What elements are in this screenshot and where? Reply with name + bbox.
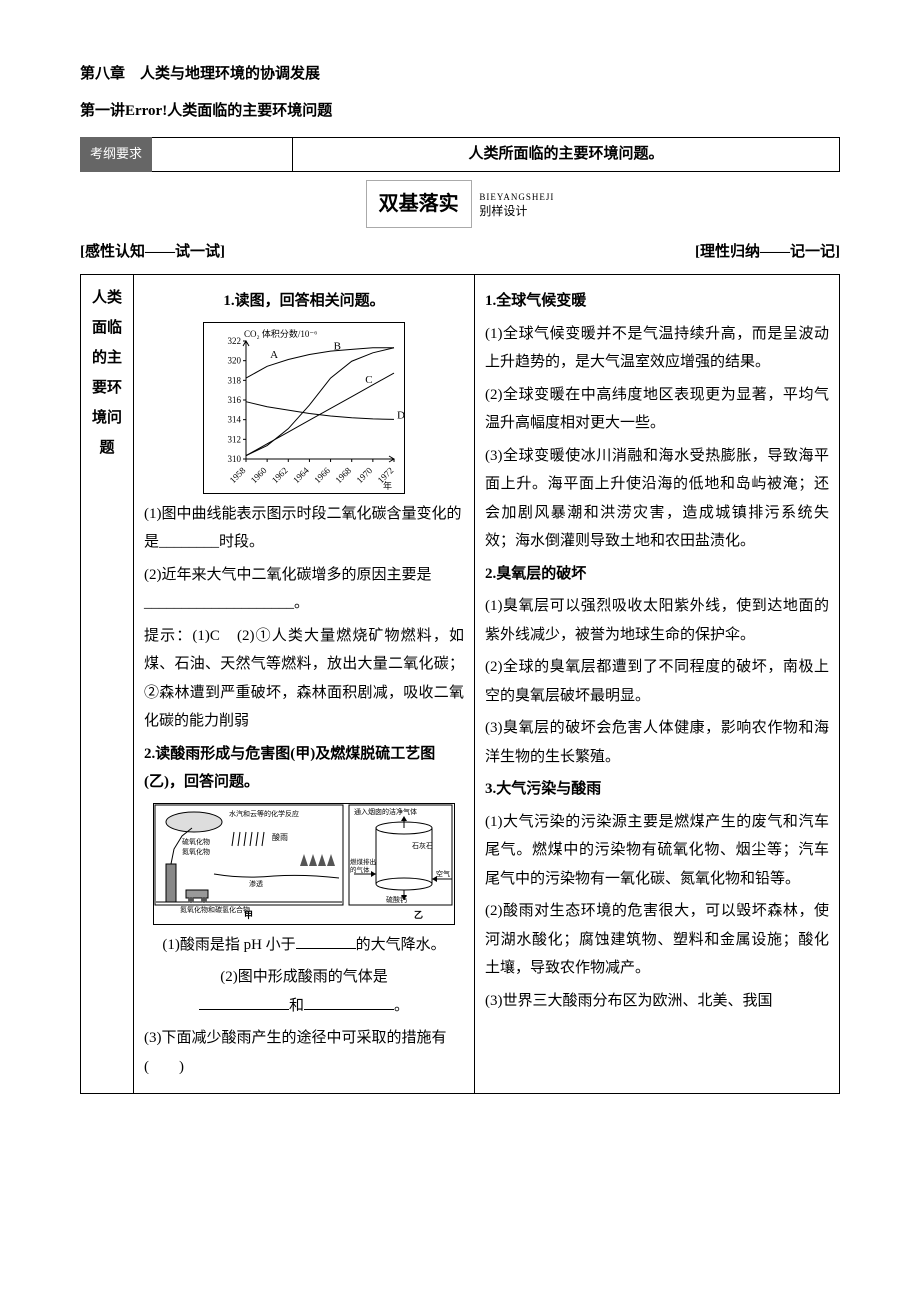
column-headers: [感性认知——试一试] [理性归纳——记一记] [80, 238, 840, 267]
q2-1: (1)酸雨是指 pH 小于 的大气降水。 [144, 931, 464, 960]
r-p1b: (2)全球变暖在中高纬度地区表现更为显著，平均气温升高幅度相对更大一些。 [485, 381, 829, 438]
q2-title: 2.读酸雨形成与危害图(甲)及燃煤脱硫工艺图(乙)，回答问题。 [144, 740, 464, 797]
acid-rain-diagram: 水汽和云等的化学反应硫氧化物氮氧化物 酸雨渗透氮氧化物和碳氢化合物甲 通入烟囱的洁净… [153, 803, 455, 925]
section-title: 第一讲Error!人类面临的主要环境问题 [80, 97, 840, 126]
svg-text:年: 年 [383, 480, 392, 491]
svg-text:316: 316 [228, 395, 242, 405]
left-col-header: [感性认知——试一试] [80, 238, 225, 267]
svg-text:B: B [334, 340, 341, 352]
svg-text:1968: 1968 [333, 464, 353, 484]
q2-2c: 。 [394, 998, 409, 1014]
svg-text:通入烟囱的洁净气体: 通入烟囱的洁净气体 [354, 807, 417, 816]
q2-1b: 的大气降水。 [356, 937, 446, 953]
r-p3b: (2)酸雨对生态环境的危害很大，可以毁坏森林，使河湖水酸化；腐蚀建筑物、塑料和金… [485, 897, 829, 983]
svg-text:CO₂ 体积分数/10⁻⁶: CO₂ 体积分数/10⁻⁶ [244, 328, 317, 339]
right-column: 1.全球气候变暖 (1)全球气候变暖并不是气温持续升高，而是呈波动上升趋势的，是… [475, 275, 840, 1094]
r-h3: 3.大气污染与酸雨 [485, 775, 829, 804]
svg-text:的气体: 的气体 [350, 865, 370, 874]
svg-text:D: D [397, 409, 405, 421]
svg-text:水汽和云等的化学反应: 水汽和云等的化学反应 [229, 809, 299, 818]
banner-content: 人类所面临的主要环境问题。 [292, 137, 840, 172]
q1-1: (1)图中曲线能表示图示时段二氧化碳含量变化的是________时段。 [144, 500, 464, 557]
svg-text:320: 320 [228, 355, 242, 365]
r-p1a: (1)全球气候变暖并不是气温持续升高，而是呈波动上升趋势的，是大气温室效应增强的… [485, 320, 829, 377]
svg-text:1958: 1958 [228, 464, 248, 484]
svg-text:氮氧化物: 氮氧化物 [182, 847, 210, 856]
svg-text:甲: 甲 [244, 910, 253, 920]
banner-label: 考纲要求 [80, 137, 152, 172]
svg-text:燃煤排出: 燃煤排出 [350, 857, 376, 866]
main-table: 人类 面临 的主 要环 境问 题 1.读图，回答相关问题。 310 312 314 3… [80, 274, 840, 1094]
blank [199, 1009, 289, 1010]
svg-text:硫酸钙: 硫酸钙 [386, 895, 407, 904]
svg-text:1970: 1970 [354, 464, 374, 484]
r-p3c: (3)世界三大酸雨分布区为欧洲、北美、我国 [485, 987, 829, 1016]
shuangji-sub1: BIEYANGSHEJI [479, 192, 554, 202]
r-p2c: (3)臭氧层的破坏会危害人体健康，影响农作物和海洋生物的生长繁殖。 [485, 714, 829, 771]
svg-text:314: 314 [228, 414, 242, 424]
r-h2: 2.臭氧层的破坏 [485, 560, 829, 589]
svg-text:C: C [365, 374, 372, 386]
q2-2: (2)图中形成酸雨的气体是 和 。 [144, 963, 464, 1020]
blank [304, 1009, 394, 1010]
svg-text:A: A [270, 348, 278, 360]
svg-text:310: 310 [228, 454, 242, 464]
r-p2b: (2)全球的臭氧层都遭到了不同程度的破坏，南极上空的臭氧层破坏最明显。 [485, 653, 829, 710]
svg-text:渗透: 渗透 [249, 879, 263, 888]
shuangji-main: 双基落实 [366, 180, 472, 228]
svg-text:322: 322 [228, 336, 242, 346]
side-label-0: 人类 [91, 283, 123, 313]
svg-text:312: 312 [228, 434, 242, 444]
r-p3a: (1)大气污染的污染源主要是燃煤产生的废气和汽车尾气。燃煤中的污染物有硫氧化物、… [485, 808, 829, 894]
svg-text:1962: 1962 [270, 465, 290, 485]
r-p1c: (3)全球变暖使冰川消融和海水受热膨胀，导致海平面上升。海平面上升使沿海的低地和… [485, 442, 829, 556]
q1-hint: 提示：(1)C (2)①人类大量燃烧矿物燃料，如煤、石油、天然气等燃料，放出大量… [144, 622, 464, 736]
svg-text:硫氧化物: 硫氧化物 [182, 837, 210, 846]
side-label-1: 面临 [91, 313, 123, 343]
side-label: 人类 面临 的主 要环 境问 题 [81, 275, 134, 1094]
side-label-3: 要环 [91, 373, 123, 403]
q2-2b: 和 [289, 998, 304, 1014]
q2-2a: (2)图中形成酸雨的气体是 [220, 969, 388, 985]
requirement-banner: 考纲要求 人类所面临的主要环境问题。 [80, 137, 840, 172]
r-h1: 1.全球气候变暖 [485, 287, 829, 316]
svg-text:氮氧化物和碳氢化合物: 氮氧化物和碳氢化合物 [180, 905, 250, 914]
q1-2: (2)近年来大气中二氧化碳增多的原因主要是___________________… [144, 561, 464, 618]
side-label-2: 的主 [91, 343, 123, 373]
co2-chart: 3103123143163183203221958196019621964196… [203, 322, 405, 494]
shuangji-sub2: 别样设计 [479, 204, 527, 218]
q1-title: 1.读图，回答相关问题。 [144, 287, 464, 316]
q2-1a: (1)酸雨是指 pH 小于 [162, 937, 295, 953]
side-label-5: 题 [91, 433, 123, 463]
svg-text:1964: 1964 [291, 464, 311, 484]
side-label-4: 境问 [91, 403, 123, 433]
svg-text:1966: 1966 [312, 464, 332, 484]
left-column: 1.读图，回答相关问题。 310312314316318320322195819… [134, 275, 475, 1094]
r-p2a: (1)臭氧层可以强烈吸收太阳紫外线，使到达地面的紫外线减少，被誉为地球生命的保护… [485, 592, 829, 649]
banner-spacer [152, 137, 292, 172]
blank [296, 948, 356, 949]
shuangji-sub: BIEYANGSHEJI 别样设计 [479, 189, 554, 218]
svg-text:石灰石: 石灰石 [412, 841, 433, 850]
svg-text:乙: 乙 [414, 910, 423, 920]
right-col-header: [理性归纳——记一记] [695, 238, 840, 267]
svg-text:空气: 空气 [436, 869, 450, 878]
svg-text:318: 318 [228, 375, 242, 385]
svg-text:1960: 1960 [249, 464, 269, 484]
chapter-title: 第八章 人类与地理环境的协调发展 [80, 60, 840, 89]
shuangji-block: 双基落实 BIEYANGSHEJI 别样设计 [80, 180, 840, 228]
svg-text:酸雨: 酸雨 [272, 832, 288, 842]
q2-3: (3)下面减少酸雨产生的途径中可采取的措施有( ) [144, 1024, 464, 1081]
